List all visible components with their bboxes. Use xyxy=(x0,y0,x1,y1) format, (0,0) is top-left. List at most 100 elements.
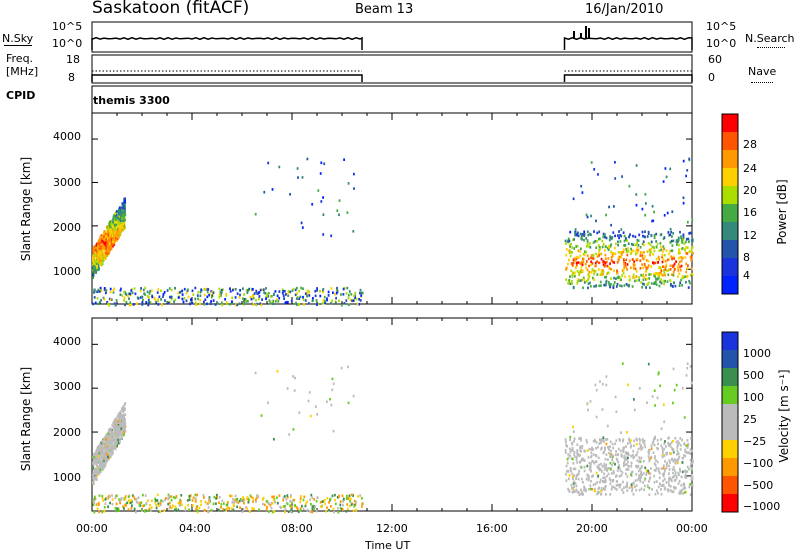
range-cell xyxy=(619,240,622,243)
range-cell xyxy=(123,215,126,219)
range-cell xyxy=(652,253,654,256)
range-cell xyxy=(595,460,598,463)
range-cell xyxy=(666,258,669,262)
range-cell xyxy=(661,260,664,264)
range-cell xyxy=(637,239,640,242)
range-cell xyxy=(174,496,177,500)
power-cbar-tick: 16 xyxy=(743,206,757,219)
range-cell xyxy=(611,455,614,459)
range-cell xyxy=(350,503,353,506)
range-cell xyxy=(115,425,118,429)
range-cell xyxy=(574,482,577,485)
range-cell xyxy=(111,225,114,228)
range-cell xyxy=(574,455,576,458)
range-cell xyxy=(610,267,613,271)
range-cell xyxy=(670,249,673,253)
range-cell xyxy=(230,494,233,498)
range-cell xyxy=(281,288,284,291)
range-cell xyxy=(667,441,670,445)
range-cell xyxy=(116,419,118,423)
range-cell xyxy=(598,249,600,252)
range-cell xyxy=(653,456,656,460)
range-cell xyxy=(625,472,627,476)
range-cell xyxy=(613,269,615,273)
range-cell xyxy=(598,261,601,265)
range-cell xyxy=(95,453,98,457)
range-cell xyxy=(601,382,604,386)
range-cell xyxy=(639,246,642,249)
range-cell xyxy=(339,503,342,507)
range-cell xyxy=(97,268,100,271)
range-cell xyxy=(617,256,620,260)
range-cell xyxy=(575,474,578,478)
range-cell xyxy=(615,285,618,288)
range-cell xyxy=(573,480,576,484)
range-cell xyxy=(670,255,673,258)
range-cell xyxy=(92,464,95,467)
range-cell xyxy=(651,395,654,398)
range-cell xyxy=(591,448,594,451)
range-cell xyxy=(164,299,166,302)
nsky-right-tick-top: 10^5 xyxy=(706,20,737,33)
range-cell xyxy=(640,448,643,451)
range-cell xyxy=(98,472,101,475)
range-cell xyxy=(256,292,259,295)
range-cell xyxy=(625,456,628,460)
range-cell xyxy=(164,498,166,502)
range-cell xyxy=(684,448,687,452)
range-cell xyxy=(108,435,111,438)
range-cell xyxy=(626,431,628,434)
range-cell xyxy=(653,282,655,285)
range-cell xyxy=(597,456,600,460)
range-cell xyxy=(636,238,639,242)
range-cell xyxy=(208,501,211,504)
range-cell xyxy=(286,301,289,304)
range-cell xyxy=(675,459,678,463)
range-cell xyxy=(663,214,666,217)
range-cell xyxy=(679,230,681,234)
range-cell xyxy=(573,271,576,274)
range-cell xyxy=(179,291,181,294)
range-cell xyxy=(620,255,623,259)
range-cell xyxy=(685,444,688,447)
range-cell xyxy=(673,262,676,266)
range-cell xyxy=(664,440,666,443)
range-cell xyxy=(117,216,119,219)
range-cell xyxy=(570,469,572,473)
range-cell xyxy=(619,234,621,237)
range-cell xyxy=(595,246,598,249)
range-cell xyxy=(200,500,202,503)
range-cell xyxy=(118,225,120,228)
range-cell xyxy=(115,238,117,242)
range-cell xyxy=(124,418,126,421)
range-cell xyxy=(94,455,97,458)
range-cell xyxy=(641,230,644,234)
range-cell xyxy=(120,497,123,500)
range-cell xyxy=(642,234,644,238)
range-cell xyxy=(284,289,286,293)
range-cell xyxy=(315,499,318,503)
range-cell xyxy=(633,260,636,263)
range-cell xyxy=(650,234,653,238)
range-cell xyxy=(94,451,97,455)
cpid-label: CPID xyxy=(6,89,36,102)
range-cell xyxy=(140,295,143,299)
range-cell xyxy=(316,289,318,292)
range-cell xyxy=(118,215,120,219)
range-cell xyxy=(586,240,589,244)
range-cell xyxy=(154,501,157,504)
range-cell xyxy=(679,268,682,272)
range-cell xyxy=(629,441,632,445)
range-cell xyxy=(242,287,244,290)
range-cell xyxy=(109,225,111,228)
range-cell xyxy=(195,508,197,511)
colorbar-segment xyxy=(722,204,738,223)
range-cell xyxy=(676,440,679,443)
freq-label-line1: Freq. xyxy=(6,52,34,65)
range-cell xyxy=(145,301,148,304)
range-cell xyxy=(657,261,659,264)
range-cell xyxy=(96,465,99,468)
range-cell xyxy=(225,508,227,512)
nsky-spike xyxy=(580,33,582,38)
range-cell xyxy=(680,489,683,492)
